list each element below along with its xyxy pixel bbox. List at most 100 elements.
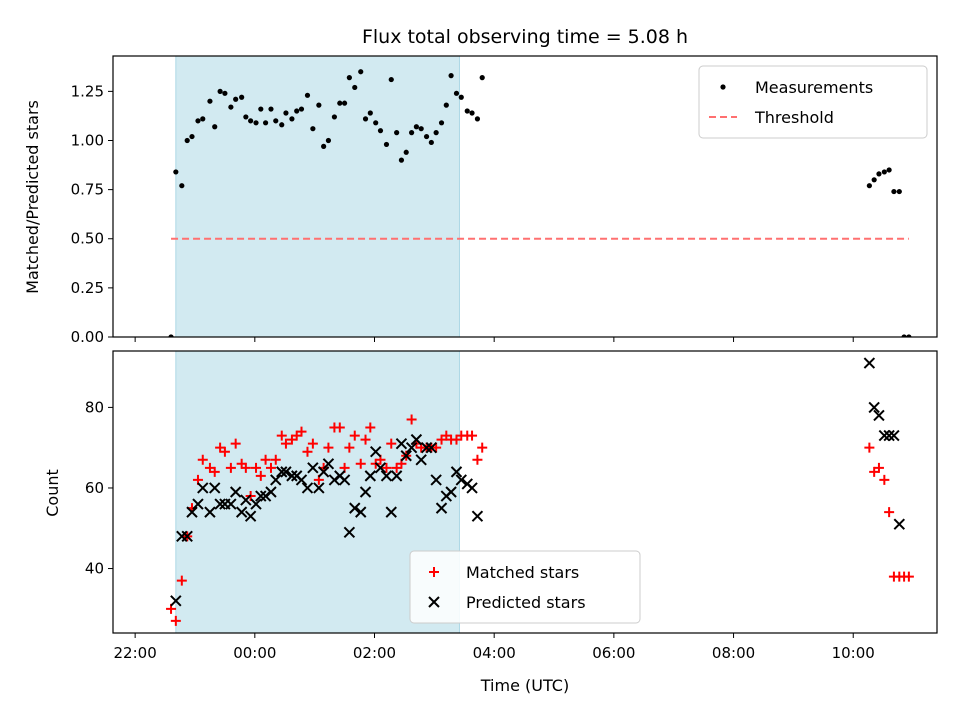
- x-tick-label: 00:00: [233, 644, 276, 662]
- matched-stars-point: [240, 462, 251, 473]
- x-tick-label: 08:00: [712, 644, 755, 662]
- y-tick-label: 80: [85, 398, 104, 416]
- measurements-legend-swatch: [720, 84, 726, 90]
- measurements-point: [448, 73, 454, 79]
- measurements-point: [200, 116, 206, 122]
- predicted-stars-point: [313, 482, 325, 494]
- measurements-point: [253, 120, 259, 126]
- x-tick-label: 04:00: [473, 644, 516, 662]
- measurements-point: [373, 120, 379, 126]
- measurements-point: [886, 167, 892, 173]
- matched-stars-point: [873, 462, 884, 473]
- y-tick-label: 0.00: [71, 328, 104, 346]
- predicted-stars-point: [425, 441, 438, 454]
- matched-stars-point: [431, 442, 442, 453]
- measurements-point: [337, 100, 343, 106]
- count-axes-frame: [112, 350, 938, 634]
- observing-span-shade: [175, 55, 460, 338]
- predicted-stars-point: [349, 502, 361, 514]
- measurements-point: [409, 130, 415, 136]
- legend-box: [409, 550, 641, 624]
- matched-stars-point: [864, 442, 875, 453]
- y-tick-label: 0.25: [71, 279, 104, 297]
- measurements-point: [212, 124, 218, 130]
- matched-stars-point: [170, 615, 181, 626]
- matched-stars-point: [296, 426, 307, 437]
- y-tick-label: 1.25: [71, 82, 104, 100]
- measurements-point: [294, 108, 300, 114]
- y-tick-label: 1.00: [71, 131, 104, 149]
- matched-stars-legend-swatch: [429, 567, 439, 577]
- predicted-stars-point: [204, 506, 216, 518]
- matched-stars-point: [209, 466, 220, 477]
- measurements-point: [195, 118, 201, 124]
- measurements-point: [233, 96, 239, 102]
- predicted-stars-point: [235, 506, 248, 518]
- chart-title: Flux total observing time = 5.08 h: [362, 26, 688, 48]
- measurements-point: [352, 84, 358, 91]
- measurements-point: [279, 122, 285, 128]
- measurements-point: [418, 126, 424, 132]
- predicted-stars-point: [355, 506, 367, 518]
- predicted-stars-point: [209, 482, 221, 494]
- measurements-point: [423, 133, 430, 140]
- measurements-point: [239, 94, 245, 100]
- matched-stars-point: [365, 422, 376, 433]
- measurements-point: [331, 114, 338, 120]
- predicted-stars-point: [244, 510, 257, 522]
- predicted-stars-point: [214, 498, 226, 510]
- measurements-point: [443, 102, 449, 108]
- measurements-point: [243, 114, 249, 120]
- predicted-stars-point: [192, 498, 204, 510]
- matched-stars-point: [349, 430, 360, 441]
- measurements-point: [871, 177, 877, 183]
- predicted-stars-point: [405, 441, 418, 454]
- ratio-panel: 0.00 0.25 0.50 0.75 1.00 1.25 Measurements Thre…: [71, 55, 938, 346]
- measurements-point: [464, 108, 470, 114]
- matched-stars-point: [879, 474, 890, 485]
- y-tick-label: 0.75: [71, 181, 104, 199]
- matched-stars-point: [406, 414, 417, 425]
- predicted-stars-point: [863, 357, 876, 369]
- predicted-stars-point: [395, 437, 408, 450]
- measurements-point: [346, 75, 352, 81]
- predicted-stars-point: [250, 498, 262, 510]
- matched-stars-point: [307, 438, 318, 449]
- predicted-stars-legend-label: Predicted stars: [466, 593, 586, 612]
- matched-stars-point: [302, 446, 313, 457]
- measurements-point: [341, 100, 348, 106]
- count-panel: 40 60 80 22:00 00:00 02:00 04:00 06:00 08:00 10:0…: [85, 350, 938, 662]
- matched-stars-point: [323, 442, 334, 453]
- predicted-stars-point: [295, 474, 308, 486]
- measurements-point: [222, 90, 228, 96]
- measurements-point: [458, 94, 464, 100]
- matched-stars-point: [225, 462, 236, 473]
- matched-stars-point: [884, 507, 895, 518]
- predicted-stars-point: [450, 466, 463, 478]
- measurements-point: [367, 110, 373, 116]
- count-legend: Matched stars Predicted stars: [409, 550, 641, 624]
- measurements-point: [289, 116, 295, 122]
- measurements-point: [901, 334, 907, 337]
- predicted-stars-point: [455, 474, 467, 486]
- measurements-point: [298, 106, 305, 112]
- predicted-stars-point: [893, 518, 906, 530]
- predicted-stars-point: [430, 474, 442, 486]
- measurements-point: [469, 110, 475, 116]
- measurements-point: [383, 141, 390, 148]
- predicted-stars-point: [390, 470, 403, 482]
- measurements-point: [398, 157, 405, 163]
- predicted-stars-point: [197, 482, 209, 494]
- measurements-point: [479, 75, 485, 81]
- x-tick-label: 22:00: [114, 644, 157, 662]
- y-tick-label: 0.50: [71, 230, 104, 248]
- measurements-point: [358, 69, 364, 75]
- predicted-stars-point: [380, 470, 393, 482]
- measurements-point: [876, 171, 882, 177]
- predicted-stars-point: [307, 462, 319, 474]
- matched-stars-legend-label: Matched stars: [466, 563, 579, 582]
- matched-stars-point: [197, 454, 208, 465]
- x-axis-label: Time (UTC): [480, 676, 569, 695]
- matched-stars-point: [472, 454, 483, 465]
